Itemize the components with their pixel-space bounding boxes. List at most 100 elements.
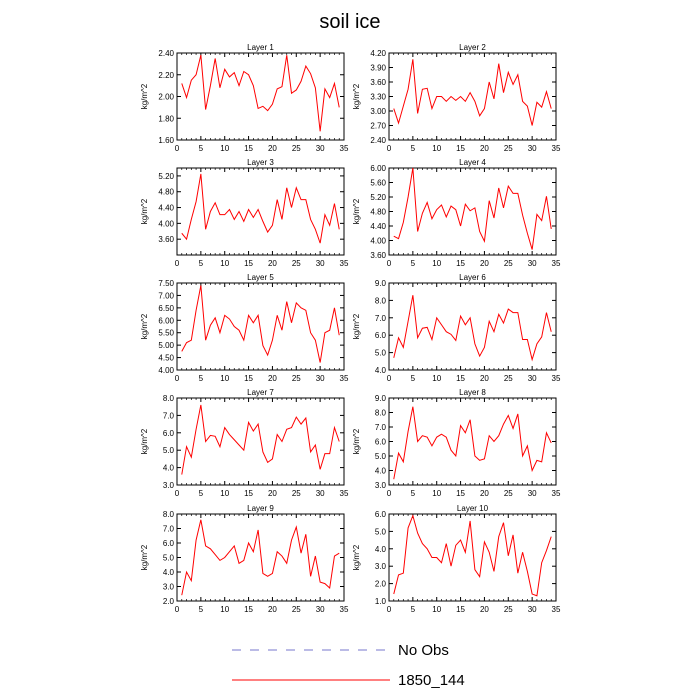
x-tick-label: 20 <box>268 144 277 153</box>
y-tick-label: 5.0 <box>375 452 387 461</box>
y-tick-label: 5.60 <box>370 179 386 188</box>
y-tick-label: 2.20 <box>158 71 174 80</box>
panel-title: Layer 4 <box>459 158 486 167</box>
y-tick-label: 2.00 <box>158 93 174 102</box>
plot-frame <box>176 167 345 256</box>
y-tick-label: 6.00 <box>370 164 386 173</box>
series-line-1850_144 <box>181 55 340 132</box>
panel-layer-2: Layer 2 0 5 10 15 20 25 30 35 2.40 2.70 3.00 3.30 3.6… <box>352 43 561 153</box>
series-line-1850_144 <box>393 295 552 362</box>
x-tick-label: 30 <box>528 259 537 268</box>
y-axis-label: kg/m^2 <box>352 198 361 224</box>
x-tick-label: 15 <box>244 374 253 383</box>
panel-layer-6: Layer 6 0 5 10 15 20 25 30 35 4.0 5.0 6.0 7.0 8.0 9.0 k… <box>352 273 561 383</box>
y-tick-label: 4.00 <box>158 366 174 375</box>
series-line-1850_144 <box>181 404 340 475</box>
y-axis-label: kg/m^2 <box>140 83 149 109</box>
x-tick-label: 35 <box>340 374 349 383</box>
x-tick-label: 25 <box>504 489 513 498</box>
x-tick-label: 30 <box>528 144 537 153</box>
y-tick-label: 5.50 <box>158 329 174 338</box>
x-tick-label: 15 <box>456 144 465 153</box>
panel-title: Layer 8 <box>459 388 486 397</box>
y-tick-label: 7.0 <box>375 314 387 323</box>
x-tick-label: 5 <box>411 259 416 268</box>
y-tick-label: 4.0 <box>375 467 387 476</box>
series-line-1850_144 <box>393 406 552 480</box>
series-line-1850_144 <box>393 514 552 597</box>
y-axis-label: kg/m^2 <box>140 198 149 224</box>
x-tick-label: 10 <box>432 259 441 268</box>
y-tick-label: 3.0 <box>375 562 387 571</box>
series-line-1850_144 <box>181 173 340 244</box>
y-tick-label: 8.0 <box>375 409 387 418</box>
x-tick-label: 35 <box>552 144 561 153</box>
y-tick-label: 5.0 <box>163 554 175 563</box>
y-tick-label: 4.40 <box>158 204 174 213</box>
x-tick-label: 25 <box>504 605 513 614</box>
y-tick-label: 6.0 <box>375 510 387 519</box>
y-tick-label: 4.40 <box>370 222 386 231</box>
y-tick-label: 4.0 <box>163 568 175 577</box>
panel-layer-7: Layer 7 0 5 10 15 20 25 30 35 3.0 4.0 5.0 6.0 7.0 8.0 k… <box>140 388 349 498</box>
x-tick-label: 0 <box>175 144 180 153</box>
y-tick-label: 1.0 <box>375 597 387 606</box>
x-tick-label: 0 <box>387 259 392 268</box>
y-tick-label: 6.0 <box>163 539 175 548</box>
y-tick-label: 5.0 <box>163 446 175 455</box>
panel-title: Layer 10 <box>457 504 489 513</box>
x-tick-label: 15 <box>244 489 253 498</box>
y-tick-label: 9.0 <box>375 394 387 403</box>
x-tick-label: 10 <box>432 144 441 153</box>
x-tick-label: 5 <box>199 489 204 498</box>
panel-layer-3: Layer 3 0 5 10 15 20 25 30 35 3.60 4.00 4.40 4.80 5.2… <box>140 158 349 268</box>
x-tick-label: 30 <box>528 489 537 498</box>
y-tick-label: 5.00 <box>158 341 174 350</box>
y-tick-label: 3.90 <box>370 64 386 73</box>
x-tick-label: 20 <box>268 374 277 383</box>
y-tick-label: 4.50 <box>158 354 174 363</box>
x-tick-label: 10 <box>432 605 441 614</box>
x-tick-label: 30 <box>316 144 325 153</box>
x-tick-label: 25 <box>504 144 513 153</box>
y-tick-label: 4.0 <box>375 366 387 375</box>
y-tick-label: 7.50 <box>158 279 174 288</box>
x-tick-label: 10 <box>220 259 229 268</box>
y-tick-label: 8.0 <box>163 394 175 403</box>
x-tick-label: 25 <box>292 605 301 614</box>
y-tick-label: 3.60 <box>370 251 386 260</box>
plot-frame <box>388 282 557 371</box>
y-tick-label: 3.00 <box>370 107 386 116</box>
x-tick-label: 0 <box>175 489 180 498</box>
y-axis-label: kg/m^2 <box>352 313 361 339</box>
panel-layer-10: Layer 10 0 5 10 15 20 25 30 35 1.0 2.0 3.0 4.0 5.0 6.0… <box>352 504 561 614</box>
x-tick-label: 10 <box>432 374 441 383</box>
y-tick-label: 2.0 <box>163 597 175 606</box>
series-line-1850_144 <box>181 285 340 363</box>
x-tick-label: 20 <box>480 489 489 498</box>
y-tick-label: 1.80 <box>158 114 174 123</box>
panel-title: Layer 9 <box>247 504 274 513</box>
y-tick-label: 2.40 <box>158 49 174 58</box>
y-tick-label: 8.0 <box>163 510 175 519</box>
panel-layer-9: Layer 9 0 5 10 15 20 25 30 35 2.0 3.0 4.0 5.0 6.0 7.0 8… <box>140 504 349 614</box>
x-tick-label: 20 <box>480 605 489 614</box>
x-tick-label: 0 <box>175 605 180 614</box>
panel-layer-1: Layer 1 0 5 10 15 20 25 30 35 1.60 1.80 2.00 2.20 2.4… <box>140 43 349 153</box>
panel-layer-5: Layer 5 0 5 10 15 20 25 30 35 4.00 4.50 5.00 5.50 6.0… <box>140 273 349 383</box>
x-tick-label: 15 <box>456 259 465 268</box>
y-tick-label: 3.0 <box>163 481 175 490</box>
x-tick-label: 30 <box>528 374 537 383</box>
series-line-1850_144 <box>393 167 552 250</box>
x-tick-label: 5 <box>411 605 416 614</box>
y-tick-label: 4.00 <box>158 219 174 228</box>
x-tick-label: 25 <box>292 259 301 268</box>
y-tick-label: 2.70 <box>370 122 386 131</box>
x-tick-label: 0 <box>175 259 180 268</box>
x-tick-label: 20 <box>268 489 277 498</box>
x-tick-label: 5 <box>411 489 416 498</box>
x-tick-label: 35 <box>340 259 349 268</box>
series-line-1850_144 <box>181 519 340 596</box>
y-tick-label: 5.0 <box>375 527 387 536</box>
